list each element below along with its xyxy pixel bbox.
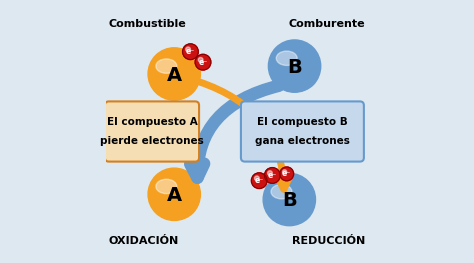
Text: B: B — [287, 58, 302, 77]
Circle shape — [251, 173, 267, 189]
Circle shape — [264, 168, 280, 183]
Text: e⁻: e⁻ — [268, 171, 277, 180]
Text: El compuesto B: El compuesto B — [257, 117, 348, 127]
Ellipse shape — [148, 48, 201, 100]
Circle shape — [182, 44, 198, 59]
Text: A: A — [167, 66, 182, 85]
Circle shape — [283, 170, 287, 174]
Text: REDUCCIÓN: REDUCCIÓN — [292, 236, 365, 246]
Circle shape — [195, 54, 211, 70]
Text: pierde electrones: pierde electrones — [100, 136, 204, 146]
FancyArrowPatch shape — [199, 82, 289, 189]
Ellipse shape — [156, 179, 177, 194]
Text: El compuesto A: El compuesto A — [107, 117, 197, 127]
Ellipse shape — [276, 51, 297, 65]
Text: B: B — [282, 191, 297, 210]
Text: Combustible: Combustible — [109, 19, 187, 29]
Text: A: A — [167, 186, 182, 205]
Ellipse shape — [278, 49, 319, 91]
Text: e⁻: e⁻ — [255, 176, 264, 185]
Circle shape — [268, 171, 273, 175]
Ellipse shape — [271, 184, 292, 199]
Ellipse shape — [156, 59, 177, 73]
Ellipse shape — [273, 183, 314, 224]
FancyArrowPatch shape — [190, 86, 279, 178]
Text: OXIDACIÓN: OXIDACIÓN — [109, 236, 179, 246]
Ellipse shape — [148, 168, 201, 220]
Text: e⁻: e⁻ — [186, 47, 195, 56]
FancyBboxPatch shape — [105, 102, 199, 161]
Circle shape — [255, 176, 259, 181]
Ellipse shape — [157, 177, 199, 219]
Text: e⁻: e⁻ — [198, 58, 208, 67]
Text: gana electrones: gana electrones — [255, 136, 350, 146]
Circle shape — [198, 57, 203, 62]
Ellipse shape — [268, 40, 321, 92]
Circle shape — [186, 47, 191, 52]
Text: Comburente: Comburente — [289, 19, 365, 29]
FancyBboxPatch shape — [241, 102, 364, 161]
Ellipse shape — [263, 173, 316, 226]
Ellipse shape — [157, 57, 199, 99]
Circle shape — [280, 167, 293, 181]
Text: e⁻: e⁻ — [282, 169, 292, 178]
